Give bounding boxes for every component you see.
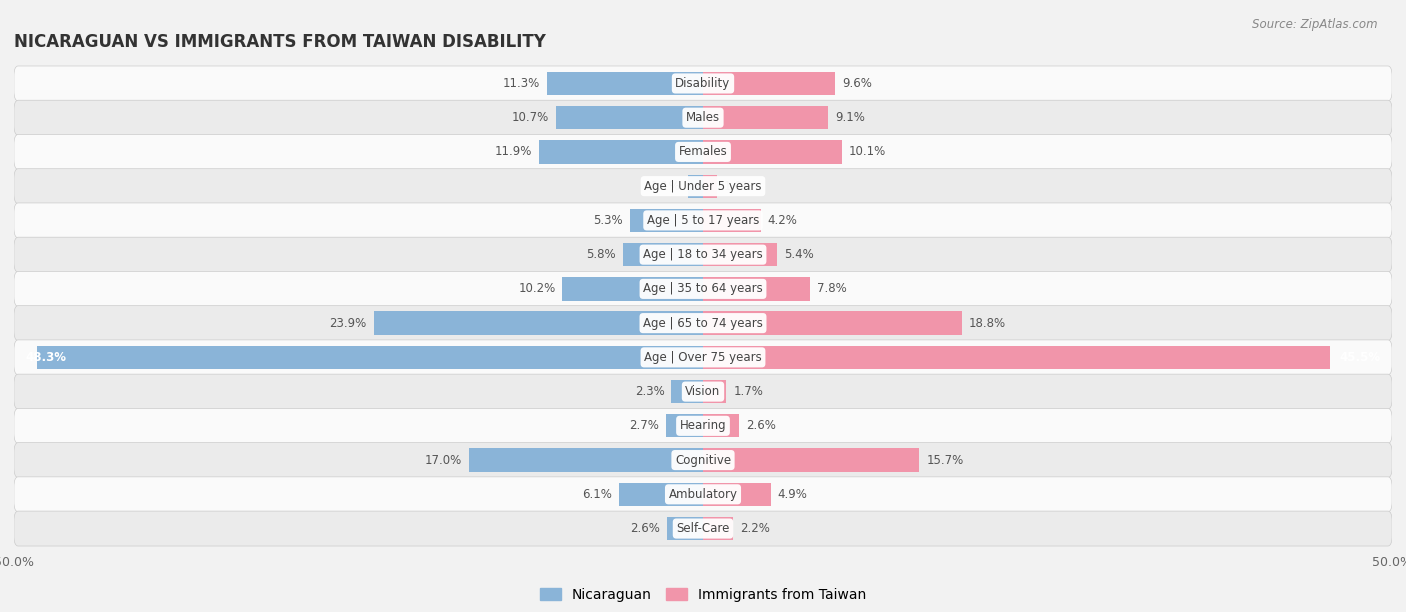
FancyBboxPatch shape xyxy=(14,237,1392,272)
Text: NICARAGUAN VS IMMIGRANTS FROM TAIWAN DISABILITY: NICARAGUAN VS IMMIGRANTS FROM TAIWAN DIS… xyxy=(14,33,546,51)
FancyBboxPatch shape xyxy=(14,477,1392,512)
Text: 1.1%: 1.1% xyxy=(651,180,681,193)
Text: 7.8%: 7.8% xyxy=(817,282,846,296)
Bar xyxy=(666,414,703,438)
Text: Disability: Disability xyxy=(675,77,731,90)
Text: 9.1%: 9.1% xyxy=(835,111,865,124)
FancyBboxPatch shape xyxy=(14,203,1392,238)
Bar xyxy=(703,72,835,95)
Text: Age | Under 5 years: Age | Under 5 years xyxy=(644,180,762,193)
Bar xyxy=(703,209,761,232)
Text: 15.7%: 15.7% xyxy=(927,453,963,466)
FancyBboxPatch shape xyxy=(14,305,1392,341)
Text: 10.1%: 10.1% xyxy=(849,146,886,159)
Text: Self-Care: Self-Care xyxy=(676,522,730,535)
Bar xyxy=(703,243,778,266)
Text: 2.7%: 2.7% xyxy=(628,419,659,432)
Bar xyxy=(703,414,738,438)
FancyBboxPatch shape xyxy=(14,135,1392,170)
FancyBboxPatch shape xyxy=(14,66,1392,101)
FancyBboxPatch shape xyxy=(14,271,1392,307)
Bar xyxy=(538,140,703,163)
Text: Males: Males xyxy=(686,111,720,124)
Text: 17.0%: 17.0% xyxy=(425,453,461,466)
Text: 2.2%: 2.2% xyxy=(740,522,770,535)
Bar xyxy=(671,380,703,403)
FancyBboxPatch shape xyxy=(14,374,1392,409)
Text: 5.4%: 5.4% xyxy=(785,248,814,261)
FancyBboxPatch shape xyxy=(14,169,1392,204)
Bar xyxy=(468,449,703,472)
Text: 2.6%: 2.6% xyxy=(745,419,776,432)
Bar xyxy=(703,380,727,403)
Text: 2.3%: 2.3% xyxy=(634,385,665,398)
Bar xyxy=(555,106,703,129)
Bar xyxy=(630,209,703,232)
Text: 1.7%: 1.7% xyxy=(734,385,763,398)
Text: Vision: Vision xyxy=(685,385,721,398)
Bar xyxy=(703,174,717,198)
Bar xyxy=(619,483,703,506)
Text: Ambulatory: Ambulatory xyxy=(668,488,738,501)
Text: 11.3%: 11.3% xyxy=(503,77,540,90)
Text: 18.8%: 18.8% xyxy=(969,316,1007,330)
Bar xyxy=(623,243,703,266)
Text: Age | 65 to 74 years: Age | 65 to 74 years xyxy=(643,316,763,330)
FancyBboxPatch shape xyxy=(14,340,1392,375)
Bar xyxy=(547,72,703,95)
Text: 48.3%: 48.3% xyxy=(25,351,66,364)
Bar xyxy=(703,449,920,472)
FancyBboxPatch shape xyxy=(14,100,1392,135)
Text: Source: ZipAtlas.com: Source: ZipAtlas.com xyxy=(1253,18,1378,31)
Text: 10.7%: 10.7% xyxy=(512,111,548,124)
Text: 45.5%: 45.5% xyxy=(1340,351,1381,364)
Text: 5.8%: 5.8% xyxy=(586,248,616,261)
Text: 4.9%: 4.9% xyxy=(778,488,807,501)
FancyBboxPatch shape xyxy=(14,408,1392,443)
Text: 11.9%: 11.9% xyxy=(495,146,531,159)
Text: Age | 5 to 17 years: Age | 5 to 17 years xyxy=(647,214,759,227)
Text: Age | 35 to 64 years: Age | 35 to 64 years xyxy=(643,282,763,296)
Bar xyxy=(688,174,703,198)
FancyBboxPatch shape xyxy=(14,442,1392,477)
Text: Hearing: Hearing xyxy=(679,419,727,432)
Bar xyxy=(703,346,1330,369)
Bar xyxy=(703,140,842,163)
Text: 2.6%: 2.6% xyxy=(630,522,661,535)
Text: 5.3%: 5.3% xyxy=(593,214,623,227)
Text: Females: Females xyxy=(679,146,727,159)
Bar xyxy=(703,277,810,300)
Text: Age | 18 to 34 years: Age | 18 to 34 years xyxy=(643,248,763,261)
Bar xyxy=(668,517,703,540)
Text: 23.9%: 23.9% xyxy=(329,316,367,330)
Text: 6.1%: 6.1% xyxy=(582,488,612,501)
Bar xyxy=(703,483,770,506)
Legend: Nicaraguan, Immigrants from Taiwan: Nicaraguan, Immigrants from Taiwan xyxy=(534,583,872,608)
Bar xyxy=(374,312,703,335)
Text: 9.6%: 9.6% xyxy=(842,77,872,90)
Bar xyxy=(703,106,828,129)
Bar xyxy=(703,312,962,335)
Bar xyxy=(703,517,734,540)
Text: 10.2%: 10.2% xyxy=(519,282,555,296)
Bar xyxy=(562,277,703,300)
Bar xyxy=(38,346,703,369)
FancyBboxPatch shape xyxy=(14,511,1392,546)
Text: 1.0%: 1.0% xyxy=(724,180,754,193)
Text: 4.2%: 4.2% xyxy=(768,214,797,227)
Text: Age | Over 75 years: Age | Over 75 years xyxy=(644,351,762,364)
Text: Cognitive: Cognitive xyxy=(675,453,731,466)
